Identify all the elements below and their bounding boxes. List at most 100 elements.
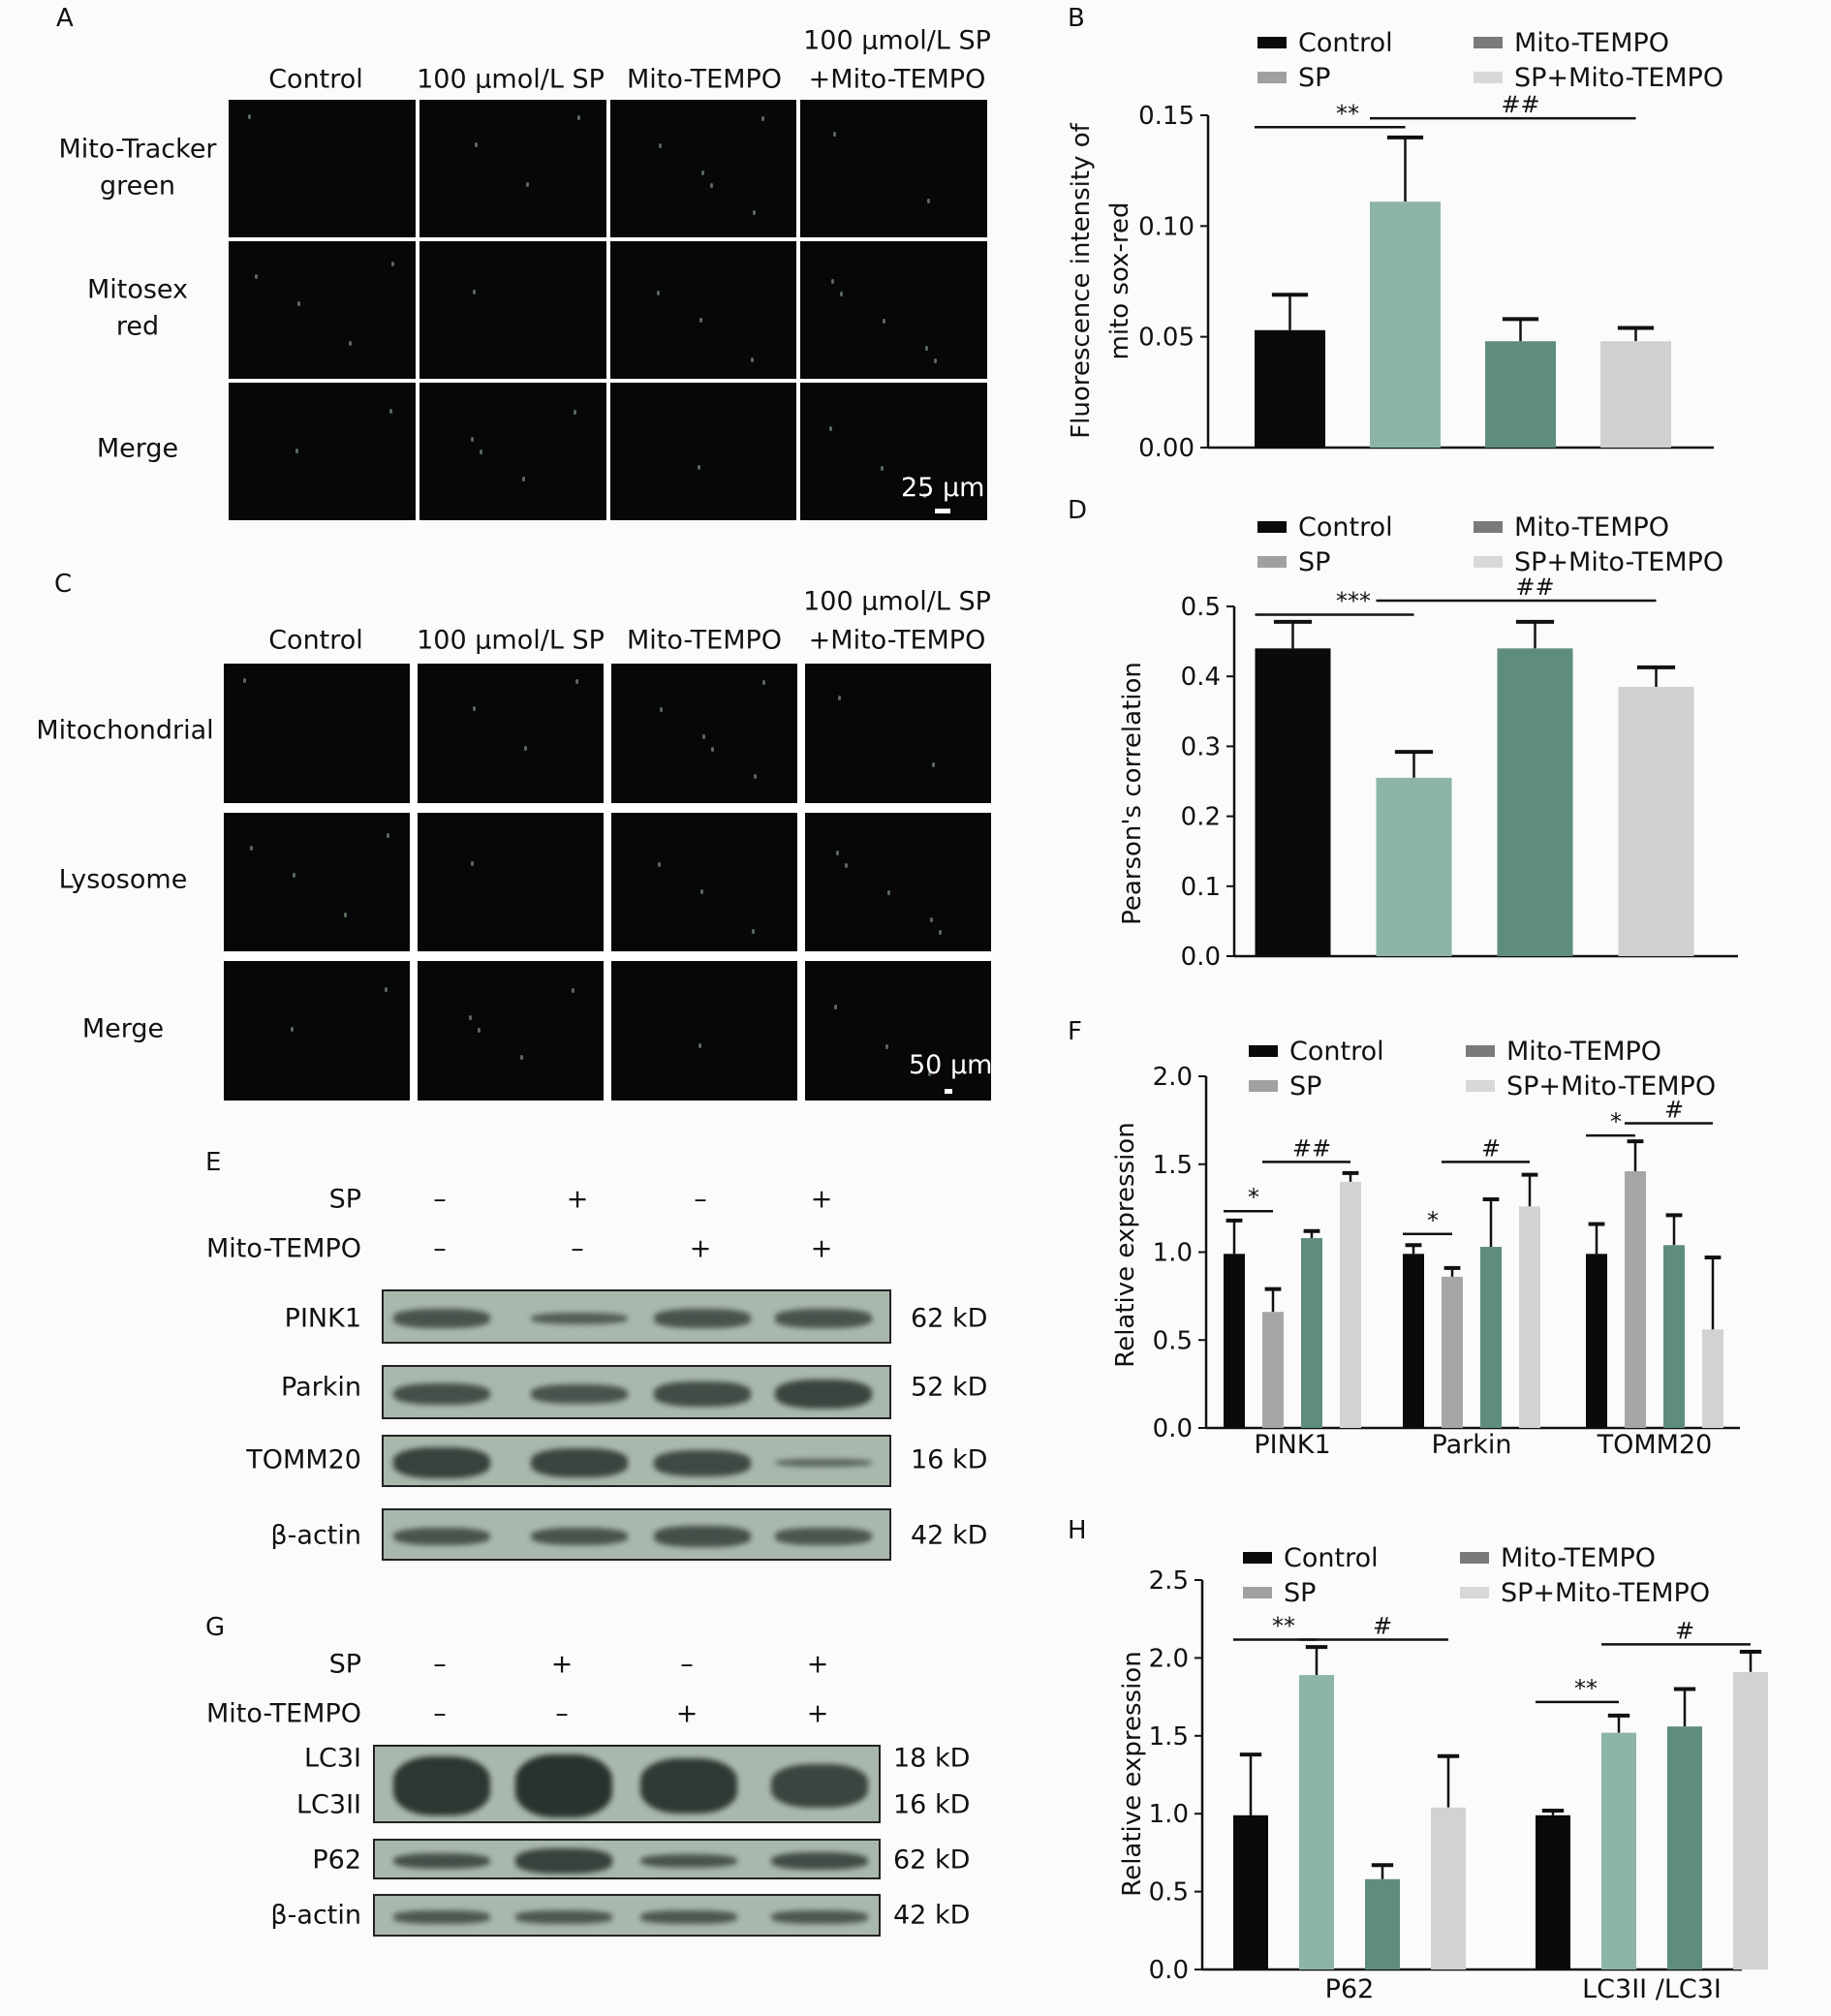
row-label-mitotracker-2: green [100, 171, 175, 202]
cell-signal [473, 706, 476, 711]
microscopy-tile [805, 812, 991, 952]
molecular-weight-label: 42 kD [911, 1520, 988, 1551]
cell-signal [698, 1043, 701, 1049]
protein-band [654, 1449, 751, 1476]
molecular-weight-label: 62 kD [911, 1303, 988, 1334]
protein-band [531, 1384, 628, 1404]
cell-signal [658, 143, 662, 148]
blot-strip [373, 1894, 881, 1937]
bar-mito-tempo [1485, 341, 1556, 448]
significance-marker: # [1481, 1134, 1501, 1162]
col-label-sp-mito-2: +Mito-TEMPO [808, 64, 986, 95]
cell-signal [840, 292, 844, 296]
blot-strip [382, 1435, 891, 1487]
condition-sign: – [433, 1649, 447, 1680]
condition-sign: + [566, 1184, 589, 1215]
microscopy-tile [418, 812, 604, 952]
cell-signal [385, 987, 388, 993]
protein-band [654, 1526, 751, 1547]
legend-label: SP+Mito-TEMPO [1514, 547, 1723, 577]
col-label-sp: 100 μmol/L SP [417, 64, 605, 95]
cell-signal [525, 182, 529, 187]
row-label-mitosox-1: Mitosex [86, 274, 189, 305]
protein-band [515, 1910, 612, 1924]
cell-signal [469, 1015, 472, 1021]
microscopy-tile [418, 961, 604, 1101]
protein-band [393, 1756, 490, 1815]
y-tick-label: 0.2 [1181, 803, 1221, 832]
legend-swatch [1474, 556, 1503, 568]
cell-signal [520, 1055, 523, 1061]
panel-label-f: F [1068, 1017, 1082, 1046]
panel-label-h: H [1068, 1516, 1087, 1545]
microscopy-tile [800, 241, 987, 379]
legend-label: SP [1298, 63, 1330, 93]
protein-label: PINK1 [284, 1303, 361, 1334]
cell-signal [474, 142, 478, 147]
legend-label: SP [1289, 1071, 1321, 1101]
cell-signal [472, 290, 476, 295]
condition-sign: + [550, 1649, 574, 1680]
cell-signal [295, 449, 298, 453]
y-tick-label: 0.3 [1181, 732, 1221, 761]
cell-signal [750, 357, 754, 362]
legend-label: SP [1284, 1578, 1316, 1608]
protein-band [393, 1382, 490, 1406]
microscopy-tile [609, 100, 797, 237]
condition-sign: – [433, 1233, 447, 1264]
cell-signal [391, 262, 394, 266]
cell-signal [754, 774, 757, 779]
protein-band [531, 1448, 628, 1477]
y-axis-title: Fluorescence intensity of [1067, 122, 1096, 438]
legend-swatch [1474, 72, 1503, 83]
bar-control-parkin [1403, 1254, 1424, 1428]
legend-label: Control [1298, 28, 1393, 58]
cell-signal [575, 679, 578, 684]
category-label: P62 [1325, 1974, 1375, 2004]
protein-band [515, 1754, 612, 1817]
y-axis-title: Pearson's correlation [1118, 662, 1147, 925]
cell-signal [291, 1027, 294, 1033]
cell-signal [248, 114, 251, 119]
protein-label: LC3II [296, 1789, 361, 1820]
cell-signal [760, 116, 764, 121]
legend-label: SP [1298, 547, 1330, 577]
y-tick-label: 1.0 [1153, 1239, 1193, 1268]
blot-strip [373, 1745, 881, 1823]
molecular-weight-label: 16 kD [893, 1789, 971, 1820]
cell-signal [470, 437, 474, 442]
molecular-weight-label: 42 kD [893, 1900, 971, 1931]
protein-band [775, 1379, 872, 1410]
y-tick-label: 0.1 [1181, 873, 1221, 902]
y-tick-label: 0.0 [1149, 1956, 1189, 1985]
protein-band [775, 1458, 872, 1468]
protein-label: P62 [312, 1845, 361, 1876]
cell-signal [700, 171, 704, 175]
y-tick-label: 2.0 [1149, 1644, 1189, 1673]
microscopy-tile [224, 961, 410, 1101]
microscopy-tile [419, 100, 606, 237]
bar-sp-p62 [1299, 1675, 1334, 1969]
col-label-sp-mito-1: 100 μmol/L SP [803, 25, 991, 56]
cell-signal [709, 183, 713, 188]
microscopy-tile [609, 383, 797, 520]
legend-label: SP+Mito-TEMPO [1506, 1071, 1716, 1101]
microscopy-tile [229, 383, 416, 520]
bar-sp-mito-tempo-tomm20 [1702, 1329, 1723, 1428]
cell-signal [572, 988, 574, 994]
bar-mito-tempo-tomm20 [1663, 1245, 1685, 1428]
category-label: LC3II /LC3I [1582, 1974, 1722, 2004]
cell-signal [349, 341, 352, 346]
y-tick-label: 0.00 [1138, 434, 1195, 463]
bar-sp-tomm20 [1625, 1171, 1646, 1428]
y-tick-label: 1.5 [1149, 1722, 1189, 1752]
condition-label: SP [328, 1184, 361, 1215]
cell-signal [243, 678, 246, 683]
col-label-mito-tempo: Mito-TEMPO [626, 64, 783, 95]
y-tick-label: 2.5 [1149, 1566, 1189, 1596]
condition-sign: – [571, 1233, 584, 1264]
cell-signal [930, 916, 933, 922]
cell-signal [923, 493, 927, 498]
row-label-merge: Merge [81, 1013, 165, 1044]
bar-sp-mito-tempo [1600, 341, 1671, 448]
